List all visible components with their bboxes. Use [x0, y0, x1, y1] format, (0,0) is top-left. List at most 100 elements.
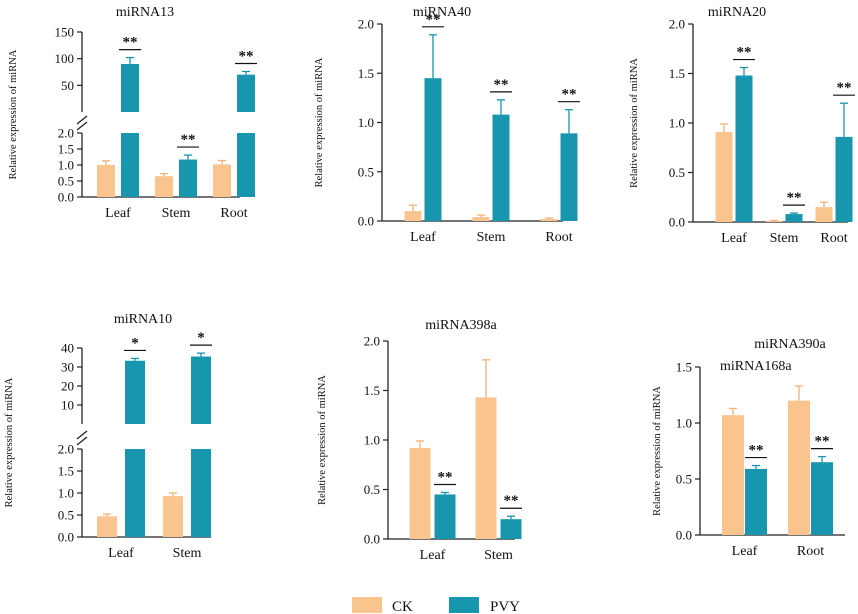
- y-tick-label: 2.0: [669, 17, 685, 32]
- bar-ck: [715, 131, 733, 222]
- significance-marker: **: [438, 469, 453, 485]
- bar-pvy: [434, 494, 456, 539]
- x-tick-label: Leaf: [721, 231, 747, 246]
- y-axis-label: Relative expression of miRNA: [4, 377, 15, 507]
- bar-pvy: [424, 78, 442, 221]
- y-axis-label: Relative expression of miRNA: [317, 375, 328, 505]
- y-tick-label: 1.0: [58, 486, 74, 501]
- significance-marker: **: [787, 190, 802, 206]
- bar-pvy: [125, 449, 145, 537]
- y-tick-label: 0.5: [58, 174, 74, 189]
- significance-marker: **: [837, 80, 852, 96]
- bar-pvy: [179, 159, 197, 197]
- x-tick-label: Root: [820, 231, 847, 246]
- chart-title: miRNA10: [114, 312, 172, 327]
- chart-panel-miRNA20: miRNA20 0.0 0.5 1.0 1.5 2.0 Relative expressio…: [629, 5, 855, 246]
- bar-pvy-upper: [237, 74, 255, 112]
- significance-marker: *: [197, 330, 205, 346]
- y-tick-label: 0.5: [676, 472, 692, 487]
- bar-ck: [765, 221, 783, 222]
- legend-swatch-pvy: [449, 597, 479, 613]
- y-tick-label: 1.5: [58, 464, 74, 479]
- chart-panel-miRNA40: miRNA40 0.0 0.5 1.0 1.5 2.0 Relative expressio…: [314, 5, 580, 245]
- y-axis-label: Relative expression of miRNA: [629, 58, 640, 188]
- y-tick-label: 0.5: [58, 508, 74, 523]
- y-tick-label: 2.0: [358, 17, 374, 32]
- y-tick-label: 1.5: [669, 66, 685, 81]
- bar-pvy: [121, 133, 139, 197]
- bar-ck: [472, 217, 490, 221]
- bar-pvy: [785, 214, 803, 222]
- chart-panel-miRNA13: miRNA13 0.00.51.01.52.0 50 100 150 Relative e…: [8, 5, 257, 221]
- chart-panel-miRNA390a: miRNA390a miRNA168a 0.0 0.5 1.0 1.5 Relative e…: [652, 337, 845, 559]
- chart-title: miRNA398a: [425, 318, 497, 333]
- y-tick-label: 0.0: [58, 530, 74, 545]
- significance-marker: **: [239, 48, 254, 64]
- y-tick-label: 1.0: [676, 416, 692, 431]
- x-tick-label: Leaf: [420, 548, 446, 563]
- y-tick-label: 20: [61, 379, 74, 394]
- bar-pvy: [835, 136, 853, 222]
- bar-pvy-upper: [125, 360, 145, 424]
- significance-marker: **: [815, 434, 830, 450]
- bar-ck: [97, 516, 117, 537]
- y-tick-label: 0.0: [358, 214, 374, 229]
- y-tick-label: 1.5: [364, 383, 380, 398]
- bar-pvy: [735, 75, 753, 222]
- y-tick-label: 2.0: [364, 334, 380, 349]
- y-tick-label: 1.0: [358, 115, 374, 130]
- legend-label-pvy: PVY: [490, 599, 520, 614]
- bar-pvy: [191, 449, 211, 537]
- y-tick-label: 0.5: [358, 164, 374, 179]
- bar-ck: [722, 415, 744, 535]
- x-tick-label: Leaf: [108, 546, 134, 561]
- y-tick-label: 100: [55, 51, 75, 66]
- y-axis-label: Relative expression of miRNA: [314, 57, 325, 187]
- bar-pvy: [237, 133, 255, 197]
- bar-ck: [213, 164, 231, 197]
- significance-marker: **: [181, 132, 196, 148]
- bar-ck: [815, 207, 833, 222]
- y-tick-label: 0.5: [669, 165, 685, 180]
- y-tick-label: 0.0: [676, 528, 692, 543]
- x-tick-label: Stem: [770, 231, 799, 246]
- chart-panel-miRNA398a: miRNA398a 0.0 0.5 1.0 1.5 2.0 Relative express…: [317, 318, 522, 563]
- y-tick-label: 1.0: [669, 116, 685, 131]
- y-tick-label: 150: [55, 25, 75, 40]
- x-tick-label: Stem: [173, 546, 202, 561]
- axis-break-mark: [76, 115, 88, 125]
- significance-marker: **: [426, 12, 441, 28]
- bar-pvy: [560, 133, 578, 221]
- x-tick-label: Root: [797, 544, 824, 559]
- x-tick-label: Leaf: [732, 544, 758, 559]
- y-tick-label: 2.0: [58, 442, 74, 457]
- y-tick-label: 0.0: [669, 215, 685, 230]
- y-tick-label: 0.0: [364, 532, 380, 547]
- bar-ck: [163, 496, 183, 537]
- axis-break-mark: [76, 121, 88, 131]
- chart-title: miRNA40: [413, 5, 471, 20]
- y-tick-label: 1.0: [364, 433, 380, 448]
- y-tick-label: 1.5: [358, 66, 374, 81]
- bar-pvy: [492, 114, 510, 221]
- x-tick-label: Leaf: [105, 206, 131, 221]
- y-tick-label: 1.5: [58, 142, 74, 157]
- y-tick-label: 1.0: [58, 158, 74, 173]
- legend-swatch-ck: [352, 597, 382, 613]
- axis-break-mark: [76, 430, 88, 440]
- bar-ck: [475, 397, 497, 539]
- y-tick-label: 2.0: [58, 126, 74, 141]
- bar-pvy: [500, 519, 522, 539]
- significance-marker: **: [737, 45, 752, 61]
- significance-marker: *: [131, 335, 139, 351]
- bar-ck: [155, 176, 173, 197]
- bar-pvy-upper: [121, 64, 139, 112]
- significance-marker: **: [494, 77, 509, 93]
- axis-break-mark: [76, 436, 88, 446]
- bar-pvy: [745, 468, 767, 535]
- y-tick-label: 40: [61, 341, 74, 356]
- y-axis-label: Relative expression of miRNA: [8, 49, 19, 179]
- bar-pvy-upper: [191, 356, 211, 424]
- y-tick-label: 1.5: [676, 360, 692, 375]
